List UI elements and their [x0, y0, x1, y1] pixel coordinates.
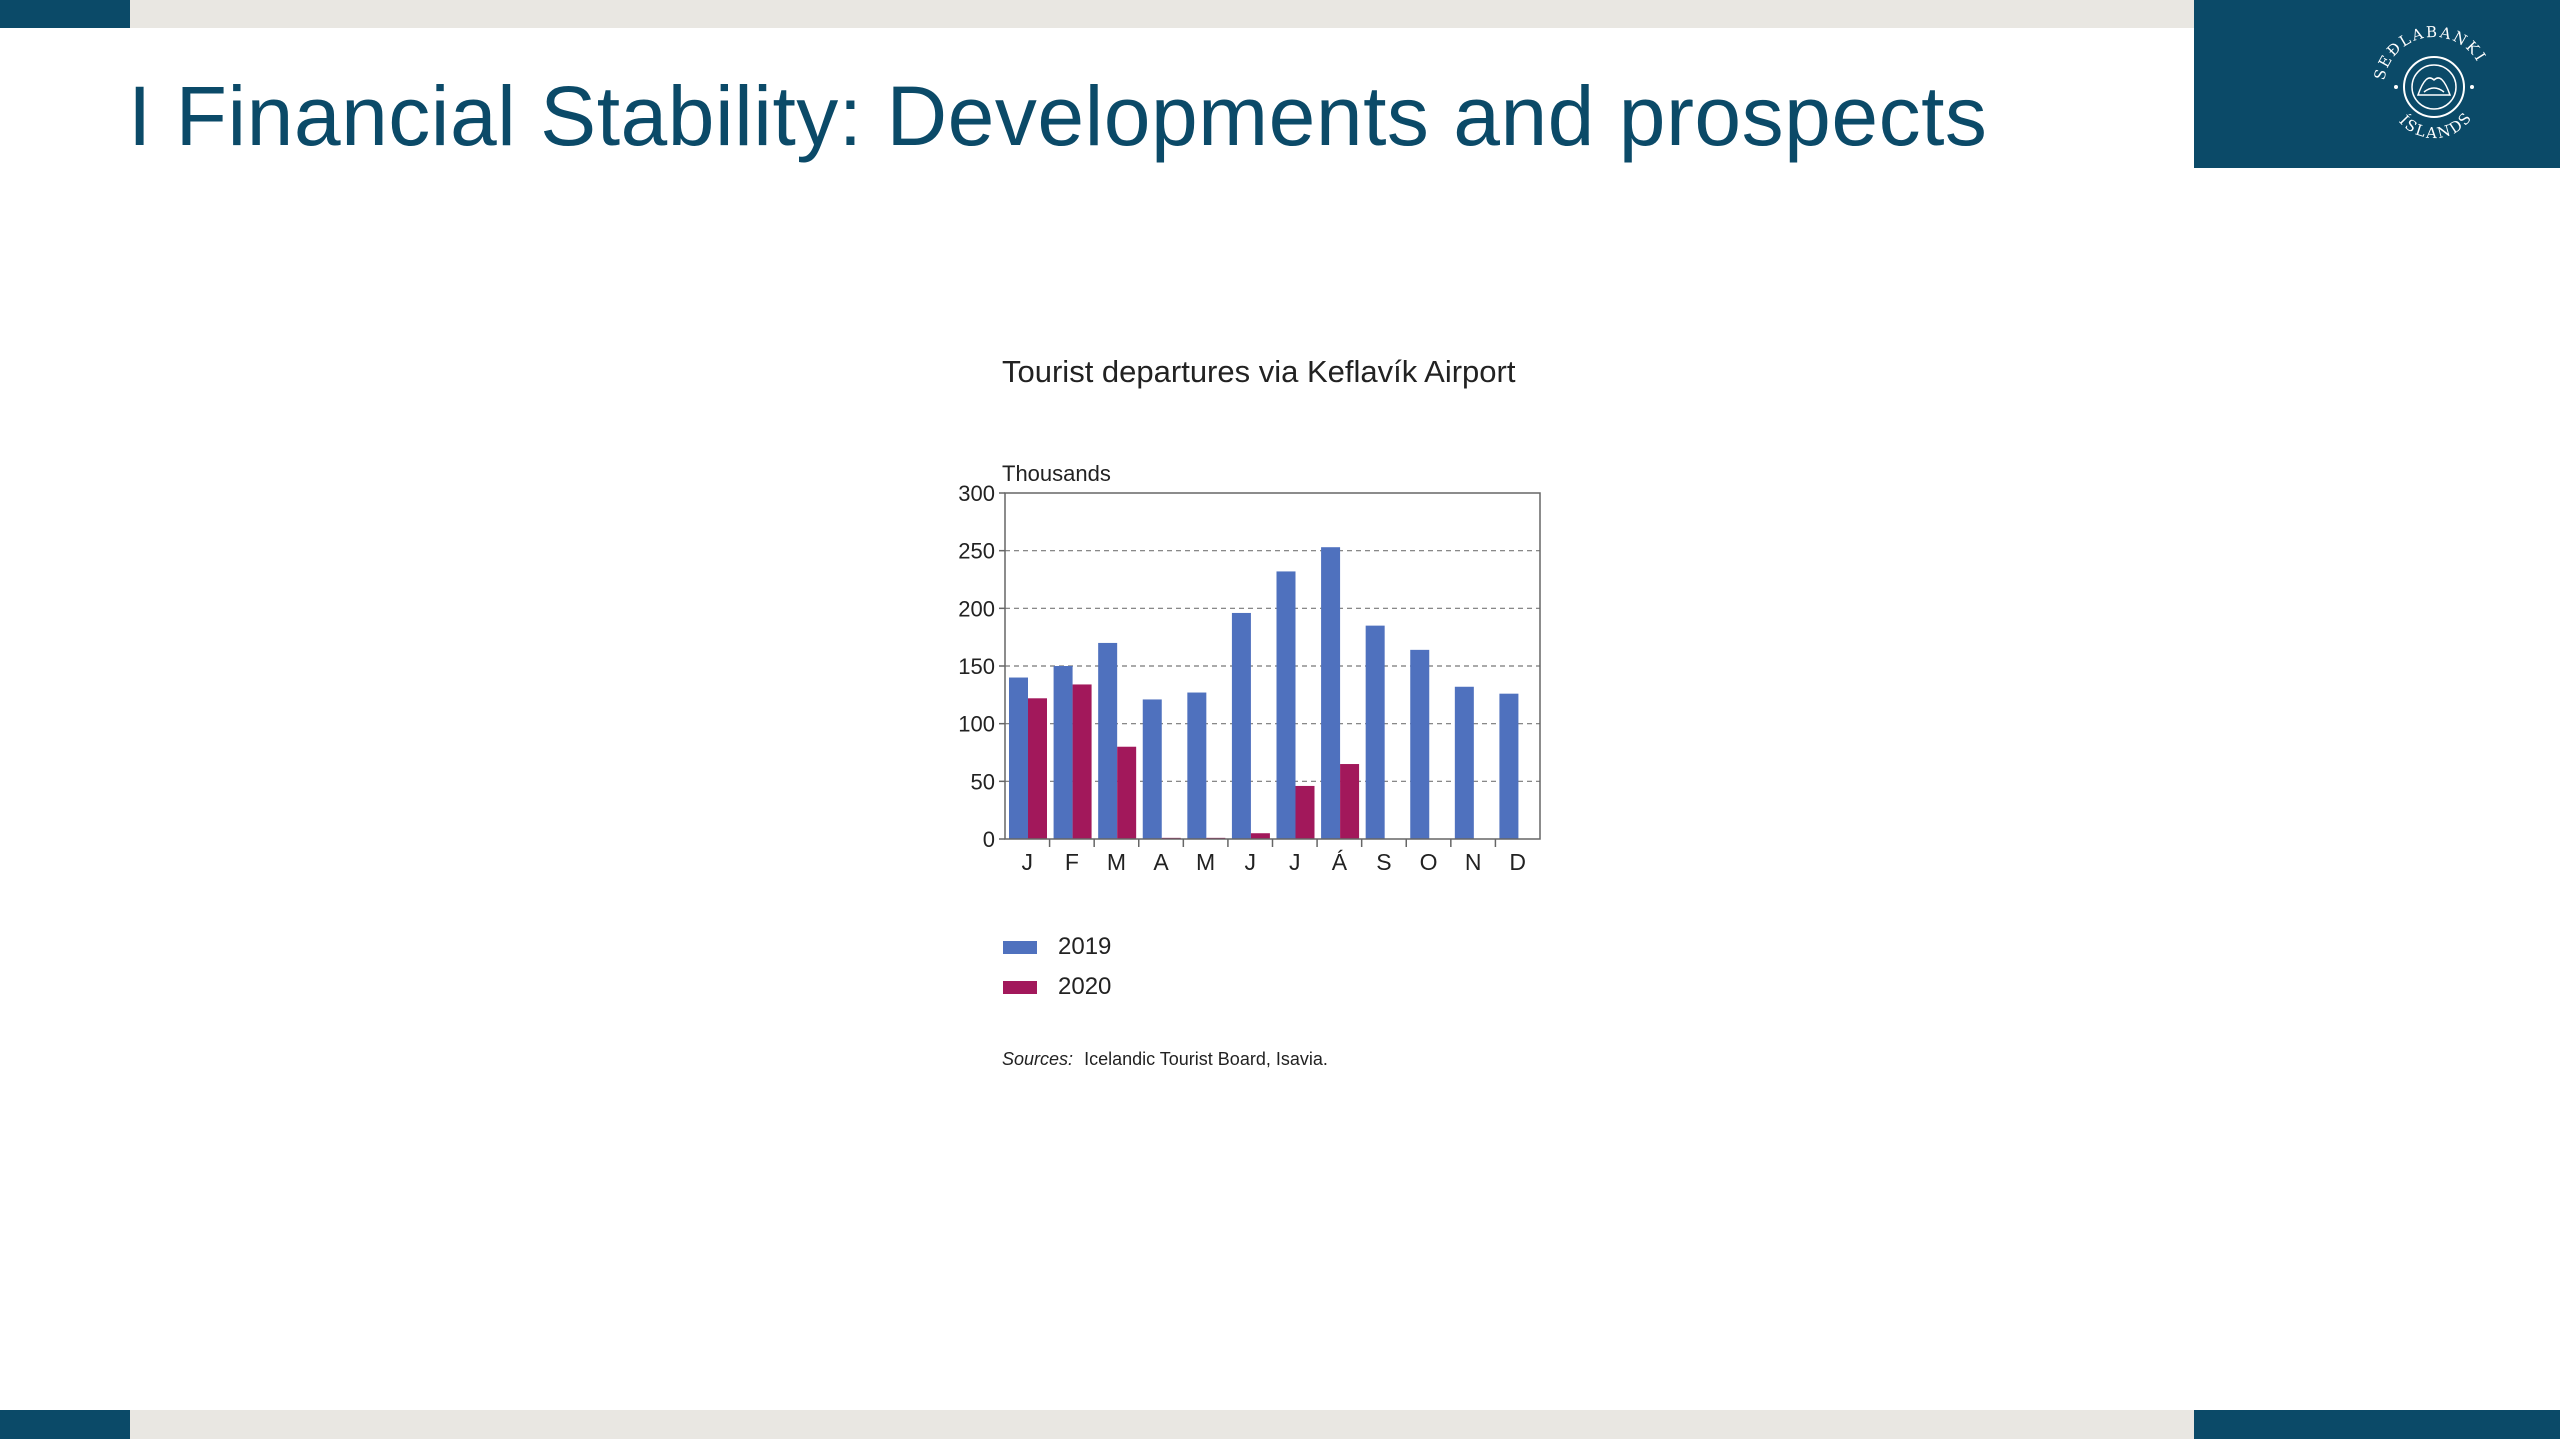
- bar-2019-6: [1231, 612, 1251, 839]
- x-tick-label: N: [1465, 849, 1482, 875]
- y-tick-label: 300: [958, 481, 995, 506]
- slide-title: I Financial Stability: Developments and …: [128, 69, 1988, 163]
- x-tick-label: J: [1289, 849, 1301, 875]
- bar-2019-9: [1365, 625, 1385, 839]
- legend-label-2020: 2020: [1058, 973, 1111, 1000]
- y-tick-label: 0: [983, 827, 995, 852]
- x-tick-label: A: [1153, 849, 1169, 875]
- x-tick-label: S: [1376, 849, 1391, 875]
- bar-2020-1: [1028, 698, 1047, 839]
- chart-source: Sources: Icelandic Tourist Board, Isavia…: [1002, 1049, 1328, 1069]
- bar-2019-7: [1276, 571, 1296, 839]
- x-tick-label: O: [1420, 849, 1438, 875]
- central-bank-logo: SEÐLABANKI ÍSLANDS: [2194, 0, 2560, 168]
- y-axis-unit-label: Thousands: [1002, 461, 1111, 486]
- source-prefix: Sources:: [1002, 1049, 1073, 1069]
- bottom-band: [130, 1410, 2194, 1439]
- bar-2019-12: [1499, 693, 1519, 839]
- svg-text:ÍSLANDS: ÍSLANDS: [2396, 108, 2477, 142]
- top-left-accent: [0, 0, 130, 28]
- svg-text:SEÐLABANKI: SEÐLABANKI: [2370, 23, 2490, 82]
- bar-2019-5: [1187, 692, 1207, 839]
- legend-swatch-2019: [1003, 941, 1037, 954]
- y-tick-label: 250: [958, 539, 995, 564]
- bottom-left-accent: [0, 1410, 130, 1439]
- tourist-departures-chart: Tourist departures via Keflavík Airport …: [940, 350, 1640, 1090]
- x-tick-label: D: [1509, 849, 1526, 875]
- bar-2019-1: [1009, 677, 1028, 839]
- bar-2019-4: [1142, 699, 1162, 839]
- legend-swatch-2020: [1003, 981, 1037, 994]
- bottom-right-accent: [2194, 1410, 2560, 1439]
- x-tick-label: J: [1244, 849, 1256, 875]
- legend-label-2019: 2019: [1058, 933, 1111, 960]
- x-tick-label: M: [1107, 849, 1126, 875]
- bar-2019-11: [1454, 686, 1474, 839]
- top-band: [130, 0, 2194, 28]
- bar-2020-2: [1072, 684, 1092, 839]
- bar-2019-2: [1053, 666, 1073, 839]
- x-tick-label: F: [1065, 849, 1079, 875]
- y-tick-label: 200: [958, 596, 995, 621]
- bar-2020-6: [1250, 833, 1270, 839]
- bar-2019-3: [1098, 642, 1118, 839]
- y-tick-label: 100: [958, 712, 995, 737]
- x-tick-label: M: [1196, 849, 1215, 875]
- bar-2020-7: [1295, 785, 1315, 839]
- bar-2019-10: [1410, 649, 1430, 839]
- bar-2020-3: [1117, 746, 1137, 839]
- bar-2019-8: [1321, 547, 1341, 839]
- x-tick-label: J: [1022, 849, 1033, 875]
- y-tick-label: 50: [971, 769, 995, 794]
- x-tick-label: Á: [1332, 849, 1348, 875]
- bar-2020-8: [1340, 764, 1360, 839]
- source-text: Icelandic Tourist Board, Isavia.: [1084, 1049, 1328, 1069]
- y-tick-label: 150: [958, 654, 995, 679]
- chart-title: Tourist departures via Keflavík Airport: [1002, 354, 1516, 389]
